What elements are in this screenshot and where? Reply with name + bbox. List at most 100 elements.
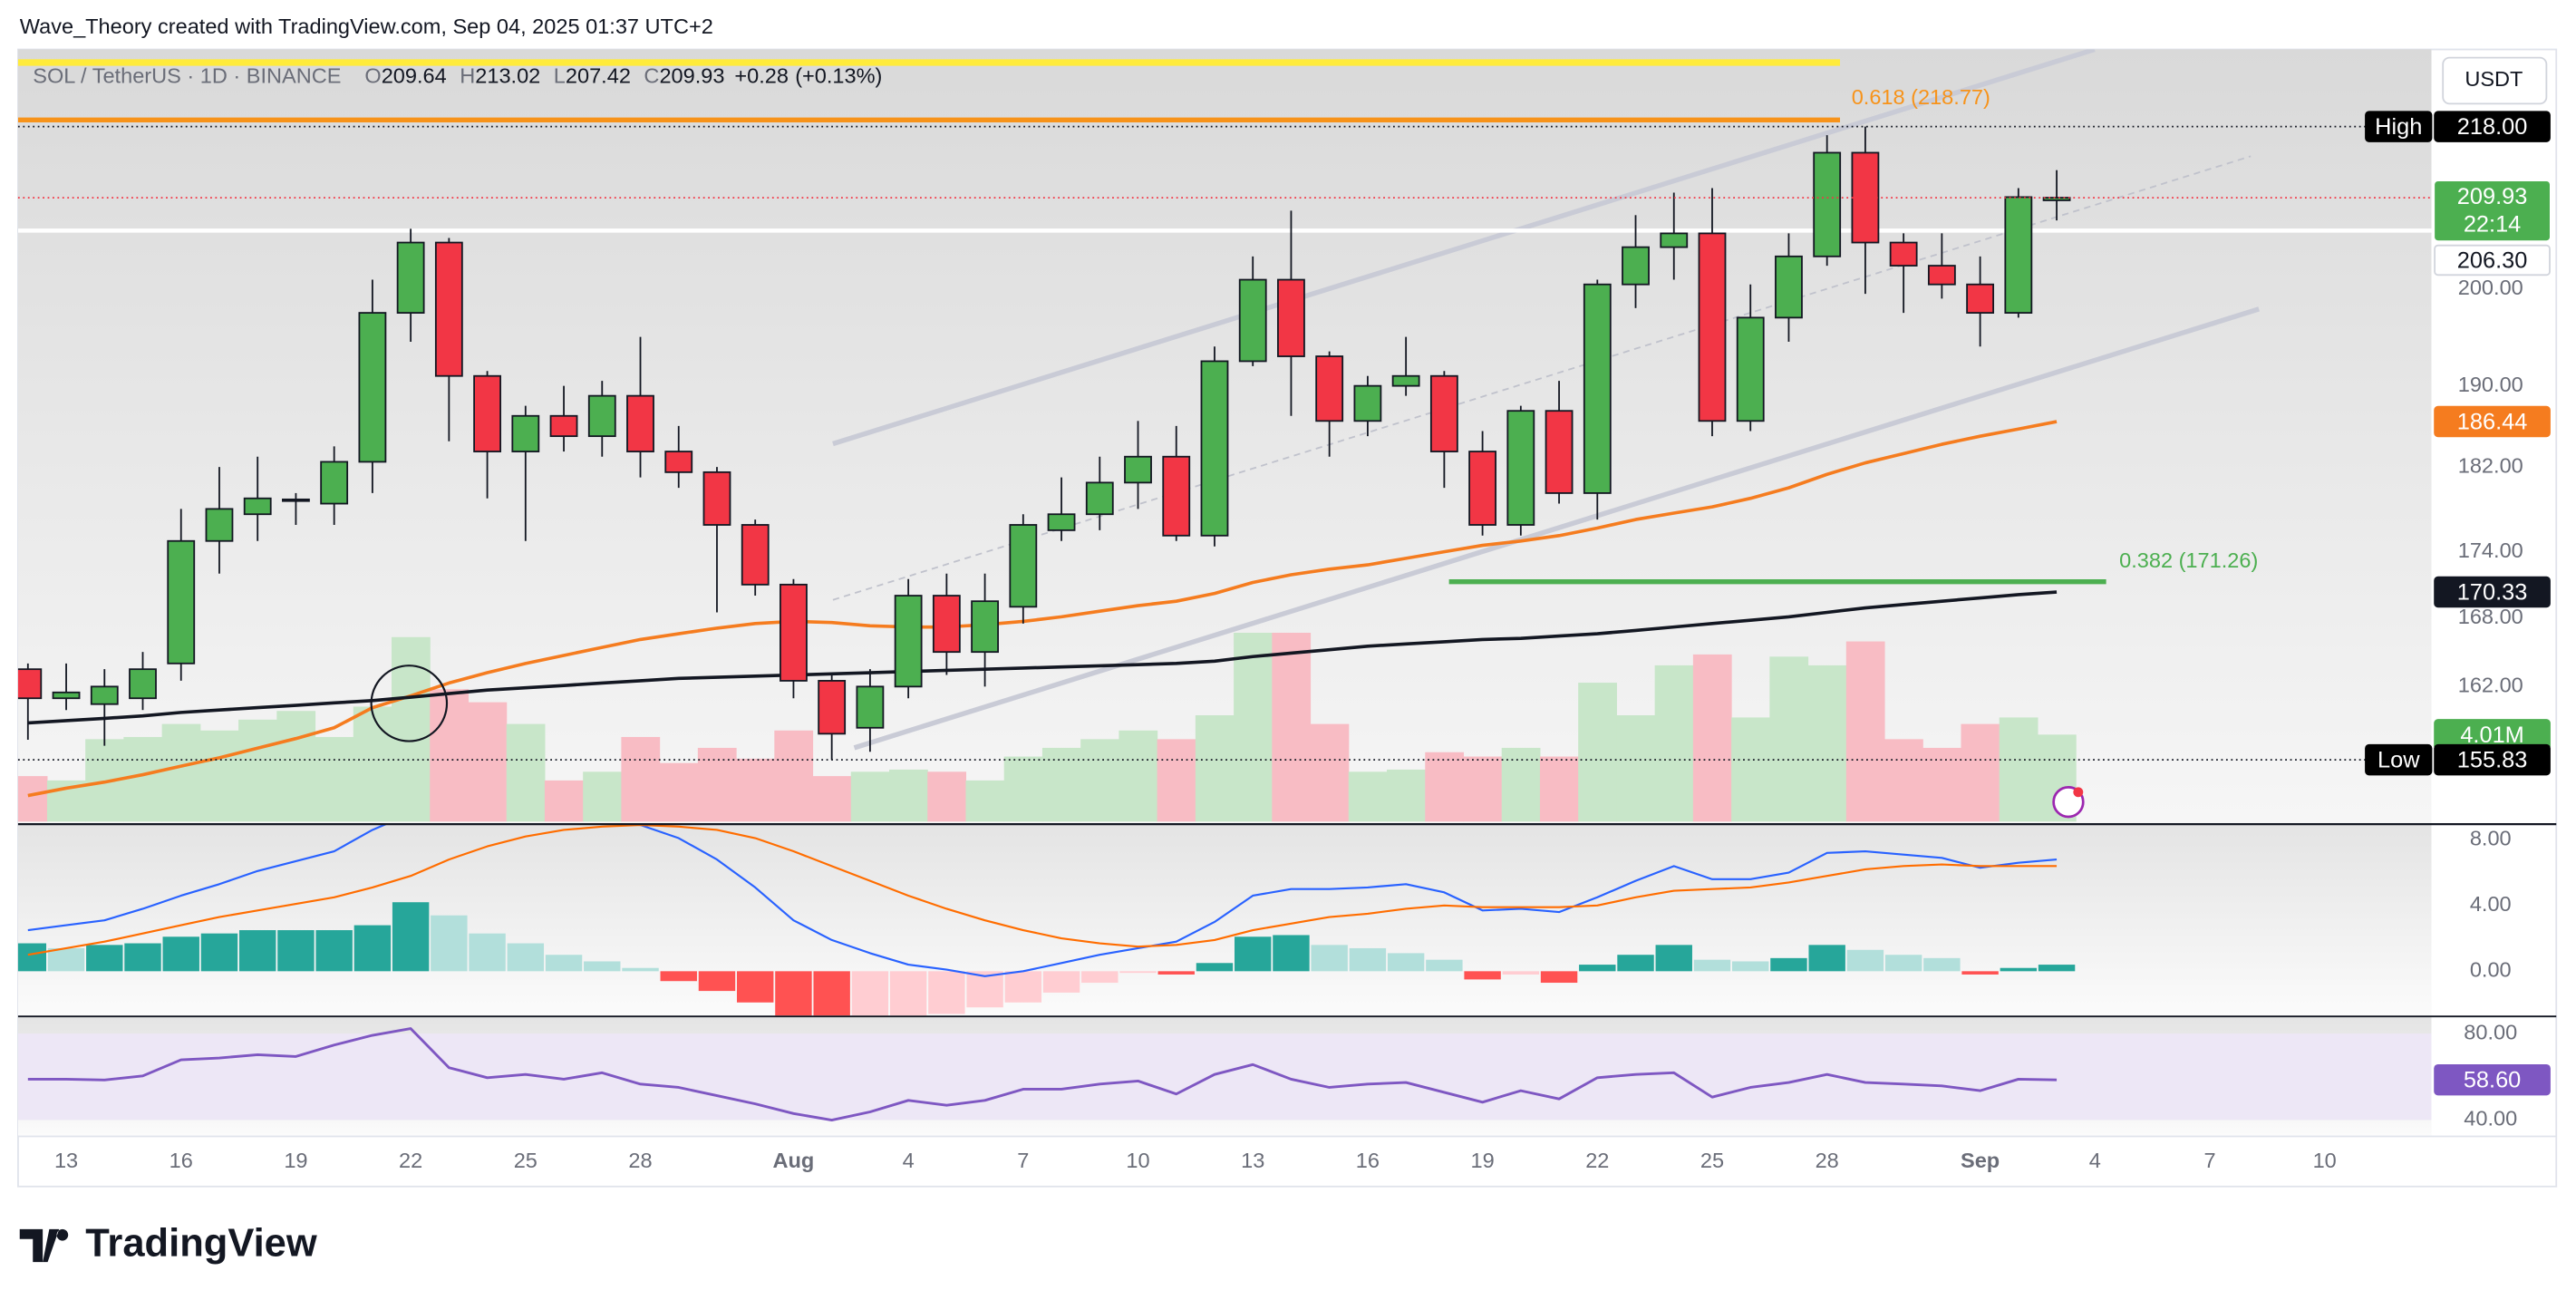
macd-histogram-bar	[966, 971, 1003, 1008]
candle-body	[818, 680, 847, 735]
x-tick-label: 19	[284, 1149, 307, 1172]
macd-histogram-bar	[1693, 959, 1731, 972]
volume-bar	[850, 771, 890, 822]
currency[interactable]: USDT	[2465, 67, 2523, 91]
candle-body	[1047, 513, 1076, 531]
candle-body	[243, 497, 272, 516]
macd-histogram-bar	[1311, 945, 1348, 972]
macd-histogram-bar	[1502, 971, 1540, 975]
ohlc-letter: L	[554, 64, 566, 88]
macd-histogram-bar	[698, 971, 736, 992]
macd-histogram-bar	[622, 967, 659, 972]
candle-body	[17, 668, 43, 700]
macd-line	[27, 825, 2058, 977]
macd-histogram-bar	[775, 971, 812, 1016]
macd-line	[27, 825, 2058, 956]
candle-body	[1238, 278, 1267, 363]
candle-body	[1698, 232, 1727, 422]
x-tick-label: 13	[1241, 1149, 1264, 1172]
candle-body	[1009, 524, 1038, 608]
y-tick-label: 8.00	[2470, 827, 2512, 850]
candle-body	[205, 508, 234, 542]
alert-icon[interactable]	[2052, 785, 2085, 819]
volume-bar	[468, 702, 508, 822]
macd-histogram-bar	[17, 943, 47, 972]
price-label-name: Low	[2377, 748, 2420, 773]
candle-body	[2004, 196, 2033, 314]
countdown: 22:14	[2464, 212, 2521, 238]
candle-body	[167, 539, 196, 665]
symbol: SOL / TetherUS · 1D · BINANCE	[33, 64, 341, 88]
candle-body	[1277, 278, 1305, 357]
ma-label-box	[2434, 576, 2551, 608]
y-tick-label: 0.00	[2470, 958, 2512, 982]
ohlc-header: O209.64 H213.02 L207.42 C209.93 +0.28 (+0.13%…	[364, 64, 882, 88]
macd-histogram-bar	[1042, 971, 1080, 993]
macd-histogram-bar	[162, 936, 199, 972]
candle-body	[626, 394, 654, 452]
candle-body	[1315, 355, 1344, 422]
candle-body	[1429, 374, 1458, 452]
volume-bar	[1616, 715, 1656, 822]
x-tick-label: 22	[399, 1149, 422, 1172]
candle-body	[780, 583, 808, 682]
macd-histogram-bar	[2038, 965, 2076, 972]
macd-histogram-bar	[1770, 957, 1807, 972]
macd-histogram-bar	[1923, 957, 1961, 972]
candle-body	[129, 668, 157, 700]
x-tick-label: 10	[1126, 1149, 1149, 1172]
macd-histogram-bar	[1004, 971, 1042, 1003]
candle-body	[741, 524, 770, 586]
candle-body	[1851, 151, 1880, 244]
ohlc-value: 209.93	[659, 64, 724, 88]
macd-histogram-bar	[86, 945, 123, 972]
macd-histogram-bar	[353, 925, 392, 972]
volume-bar	[889, 769, 928, 822]
volume-bar	[544, 780, 584, 822]
rsi-line	[27, 1027, 2058, 1122]
macd-histogram-bar	[1617, 955, 1654, 972]
candle-body	[664, 451, 693, 473]
candle-body	[1927, 265, 1956, 286]
macd-layer	[17, 825, 2076, 1016]
volume-bar	[1578, 683, 1617, 822]
volume-bar	[1041, 747, 1081, 822]
ohlc-value: 213.02	[475, 64, 540, 88]
volume-bar	[965, 780, 1005, 822]
alert-dot[interactable]	[2073, 787, 2084, 798]
rsi-band	[17, 1033, 2432, 1121]
x-tick-label: 7	[1017, 1149, 1029, 1172]
price-label-name-box	[2365, 111, 2433, 142]
candle-body	[856, 685, 885, 729]
moving-average	[27, 590, 2058, 725]
macd-histogram-bar	[1884, 955, 1922, 972]
y-tick-label: 4.00	[2470, 892, 2512, 916]
volume-bar	[1731, 717, 1770, 822]
candle-body	[1200, 360, 1229, 537]
volume-bar	[1807, 665, 1847, 822]
x-tick-label: 16	[169, 1149, 193, 1172]
macd-histogram-bar	[1655, 945, 1692, 972]
ma-label: 170.33	[2457, 580, 2528, 606]
volume-bar	[1884, 739, 1923, 822]
candle-body	[1468, 451, 1497, 526]
price-label: 218.00	[2457, 114, 2528, 140]
ohlc-letter: O	[364, 64, 381, 88]
candle-body	[1545, 410, 1574, 494]
macd-histogram-bar	[1808, 945, 1845, 972]
volume-bar	[1999, 717, 2039, 822]
macd-histogram-bar	[1464, 971, 1501, 980]
volume-bar	[621, 736, 661, 822]
change: +0.28	[734, 64, 789, 88]
macd-histogram-bar	[1119, 971, 1157, 974]
candle-body	[2042, 197, 2071, 201]
volume-bar	[1845, 641, 1885, 822]
volume-bar	[430, 689, 470, 822]
volume-bar	[1272, 632, 1312, 822]
candle-body	[1736, 316, 1765, 422]
change-pct: (+0.13%)	[795, 64, 882, 88]
macd-histogram-bar	[1349, 947, 1387, 972]
y-tick-label: 190.00	[2458, 373, 2523, 396]
candle-body	[52, 691, 81, 700]
currency-button[interactable]	[2442, 56, 2548, 105]
